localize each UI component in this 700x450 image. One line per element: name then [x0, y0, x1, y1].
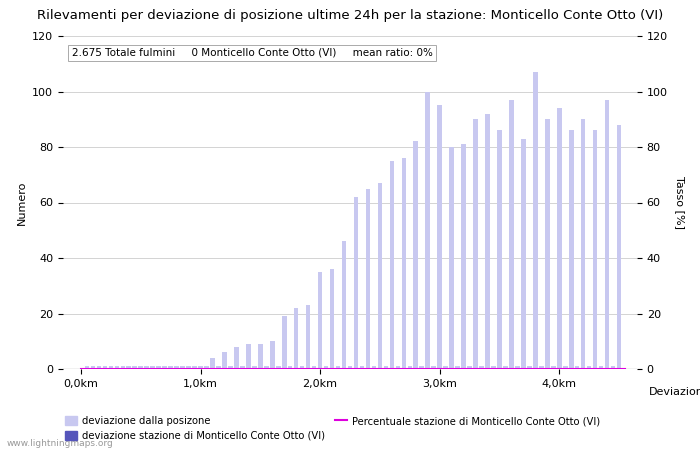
Bar: [533, 72, 538, 369]
Bar: [144, 366, 149, 369]
Bar: [132, 366, 137, 369]
Bar: [234, 347, 239, 369]
Bar: [473, 119, 478, 369]
Bar: [139, 366, 143, 369]
Bar: [449, 147, 454, 369]
Bar: [294, 308, 298, 369]
Bar: [461, 144, 466, 369]
Y-axis label: Numero: Numero: [17, 180, 27, 225]
Bar: [90, 366, 95, 369]
Bar: [581, 119, 585, 369]
Bar: [438, 105, 442, 369]
Bar: [108, 366, 113, 369]
Bar: [354, 197, 358, 369]
Bar: [282, 316, 286, 369]
Bar: [288, 366, 293, 369]
Bar: [605, 100, 610, 369]
Bar: [127, 366, 131, 369]
Bar: [150, 366, 155, 369]
Bar: [300, 366, 304, 369]
Bar: [348, 366, 352, 369]
Bar: [593, 130, 597, 369]
Y-axis label: Tasso [%]: Tasso [%]: [675, 176, 685, 229]
Bar: [527, 366, 531, 369]
Text: Rilevamenti per deviazione di posizione ultime 24h per la stazione: Monticello C: Rilevamenti per deviazione di posizione …: [37, 9, 663, 22]
Bar: [97, 366, 101, 369]
Bar: [480, 366, 484, 369]
Bar: [216, 366, 221, 369]
Bar: [377, 183, 382, 369]
Text: Deviazioni: Deviazioni: [648, 387, 700, 397]
Bar: [318, 272, 323, 369]
Bar: [186, 366, 191, 369]
Bar: [246, 344, 251, 369]
Bar: [85, 366, 89, 369]
Bar: [456, 366, 460, 369]
Bar: [419, 366, 424, 369]
Bar: [240, 366, 244, 369]
Bar: [402, 158, 406, 369]
Bar: [617, 125, 622, 369]
Bar: [103, 366, 107, 369]
Bar: [252, 366, 257, 369]
Bar: [193, 366, 197, 369]
Bar: [198, 366, 203, 369]
Bar: [431, 366, 436, 369]
Bar: [222, 352, 227, 369]
Legend: deviazione dalla posizone, deviazione stazione di Monticello Conte Otto (VI), Pe: deviazione dalla posizone, deviazione st…: [61, 412, 604, 445]
Bar: [372, 366, 376, 369]
Bar: [545, 119, 550, 369]
Bar: [336, 366, 340, 369]
Bar: [611, 366, 615, 369]
Bar: [569, 130, 573, 369]
Bar: [515, 366, 519, 369]
Bar: [491, 366, 496, 369]
Bar: [181, 366, 185, 369]
Bar: [497, 130, 502, 369]
Bar: [330, 269, 335, 369]
Bar: [468, 366, 472, 369]
Bar: [306, 305, 310, 369]
Bar: [204, 366, 209, 369]
Bar: [426, 91, 430, 369]
Bar: [384, 366, 388, 369]
Bar: [228, 366, 232, 369]
Bar: [174, 366, 179, 369]
Bar: [539, 366, 544, 369]
Bar: [162, 366, 167, 369]
Bar: [414, 141, 418, 369]
Bar: [342, 241, 346, 369]
Bar: [395, 366, 400, 369]
Bar: [557, 108, 561, 369]
Bar: [443, 366, 448, 369]
Bar: [360, 366, 364, 369]
Bar: [258, 344, 262, 369]
Bar: [503, 366, 507, 369]
Bar: [156, 366, 161, 369]
Bar: [599, 366, 603, 369]
Bar: [509, 100, 514, 369]
Bar: [270, 341, 274, 369]
Bar: [120, 366, 125, 369]
Bar: [575, 366, 580, 369]
Bar: [485, 114, 490, 369]
Bar: [210, 358, 215, 369]
Bar: [276, 366, 281, 369]
Bar: [115, 366, 119, 369]
Bar: [264, 366, 269, 369]
Bar: [587, 366, 592, 369]
Text: www.lightningmaps.org: www.lightningmaps.org: [7, 439, 113, 448]
Bar: [563, 366, 568, 369]
Text: 2.675 Totale fulmini     0 Monticello Conte Otto (VI)     mean ratio: 0%: 2.675 Totale fulmini 0 Monticello Conte …: [71, 48, 433, 58]
Bar: [407, 366, 412, 369]
Bar: [365, 189, 370, 369]
Bar: [169, 366, 173, 369]
Bar: [521, 139, 526, 369]
Bar: [312, 366, 316, 369]
Bar: [390, 161, 394, 369]
Bar: [324, 366, 328, 369]
Bar: [551, 366, 556, 369]
